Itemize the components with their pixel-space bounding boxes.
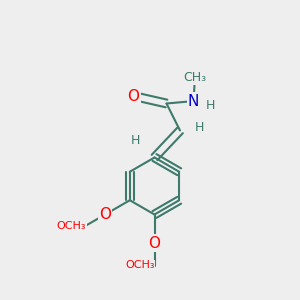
Text: O: O (148, 236, 160, 250)
Text: O: O (99, 207, 111, 222)
Text: OCH₃: OCH₃ (125, 260, 154, 271)
Text: CH₃: CH₃ (183, 70, 207, 84)
Text: H: H (195, 121, 204, 134)
Text: H: H (130, 134, 140, 148)
Text: N: N (188, 94, 199, 109)
Text: O: O (128, 88, 140, 104)
Text: OCH₃: OCH₃ (56, 221, 86, 231)
Text: H: H (205, 99, 215, 112)
